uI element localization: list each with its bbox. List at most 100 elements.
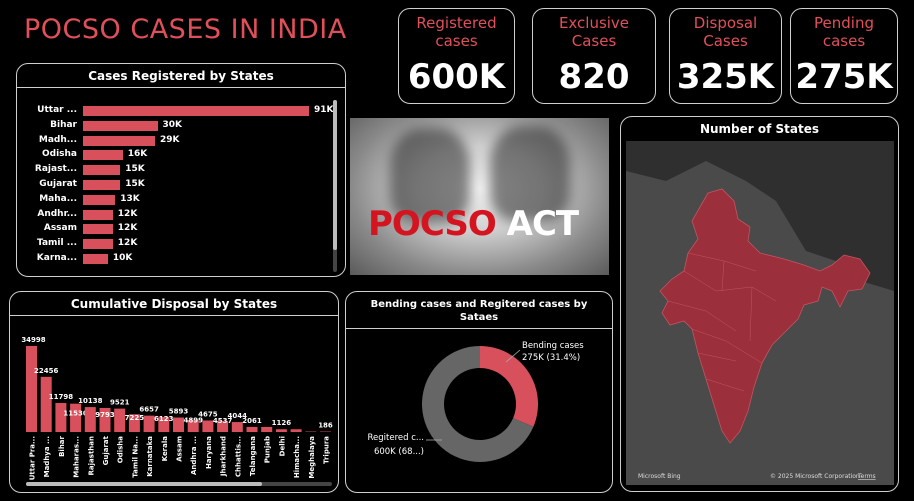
- disposal-bar-label: 186: [318, 422, 333, 430]
- disposal-bar[interactable]: [114, 408, 126, 432]
- state-bar[interactable]: [83, 239, 113, 250]
- state-bar[interactable]: [83, 165, 121, 176]
- state-bar[interactable]: [83, 106, 309, 116]
- state-bar[interactable]: [83, 254, 108, 264]
- state-name: Rajast...: [34, 164, 77, 175]
- states-scrollbar-thumb[interactable]: [333, 100, 337, 250]
- state-bar[interactable]: [83, 180, 121, 190]
- registered-slice[interactable]: [422, 346, 534, 462]
- disposal-scrollbar-thumb[interactable]: [26, 482, 262, 486]
- state-bar-row[interactable]: Gujarat 15K: [17, 179, 337, 190]
- disposal-bar[interactable]: [55, 403, 67, 432]
- state-bar-value: 15K: [125, 179, 145, 189]
- disposal-bar-chart[interactable]: 34998 Uttar Pra... 22456 Madhya ... 11798 Bih…: [14, 316, 336, 486]
- disposal-bar[interactable]: [26, 346, 37, 432]
- disposal-category-label: Rajasthan: [87, 436, 95, 475]
- dashboard-title: POCSO CASES IN INDIA: [24, 14, 347, 45]
- disposal-bar[interactable]: [128, 414, 140, 432]
- state-bar-value: 16K: [127, 149, 148, 160]
- disposal-bar[interactable]: [231, 422, 243, 432]
- disposal-category-label: Delhi: [278, 436, 286, 456]
- disposal-bar[interactable]: [246, 426, 258, 432]
- disposal-bar-label: 11798: [49, 393, 73, 401]
- state-name: Madh...: [38, 134, 77, 145]
- disposal-category-label: Gujarat: [102, 435, 110, 465]
- state-bar-row[interactable]: Assam 12K: [17, 223, 337, 235]
- registered-slice-name: Regitered c...: [368, 433, 425, 443]
- panel-title: Bending cases and Regitered cases by Sat…: [346, 292, 612, 329]
- kpi-label: Disposal Cases: [693, 14, 758, 50]
- state-name: Tamil ...: [37, 238, 77, 249]
- state-bar-row[interactable]: Rajast... 15K: [17, 164, 337, 176]
- disposal-bar-label: 34998: [21, 336, 45, 344]
- states-scrollbar[interactable]: [333, 100, 337, 272]
- state-bar-value: 12K: [117, 208, 138, 219]
- disposal-category-label: Tripura: [323, 436, 331, 464]
- state-bar-row[interactable]: Madh... 29K: [17, 134, 337, 146]
- disposal-bar-label: 9521: [110, 399, 130, 407]
- state-bar-row[interactable]: Uttar ... 91K: [17, 105, 337, 116]
- state-bar-row[interactable]: Maha... 13K: [17, 193, 337, 205]
- panel-title: Number of States: [699, 122, 820, 136]
- india-map[interactable]: Microsoft Bing © 2025 Microsoft Corporat…: [626, 141, 894, 485]
- map-panel[interactable]: Number of States Microsoft Bing © 2025 M…: [620, 116, 899, 492]
- state-bar-row[interactable]: Tamil ... 12K: [17, 238, 337, 250]
- disposal-bar[interactable]: [70, 403, 82, 432]
- disposal-bar-label: 4044: [228, 412, 248, 420]
- india-shape[interactable]: [659, 188, 871, 444]
- disposal-bar[interactable]: [290, 429, 302, 432]
- disposal-bar[interactable]: [261, 426, 273, 432]
- state-bar-row[interactable]: Bihar 30K: [17, 120, 337, 131]
- disposal-category-label: Andhra ...: [190, 436, 198, 475]
- disposal-bar-label: 7225: [125, 414, 145, 422]
- disposal-category-label: Uttar Pra...: [29, 436, 37, 480]
- disposal-bar-label: 4537: [213, 417, 233, 425]
- states-bar-list: Uttar ... 91K Bihar 30K Madh... 29K Odisha 16K R…: [17, 105, 337, 276]
- pending-slice-value: 275K (31.4%): [522, 353, 580, 363]
- disposal-category-label: Madhya ...: [43, 436, 51, 477]
- disposal-bar[interactable]: [217, 420, 229, 432]
- disposal-bar[interactable]: [99, 407, 111, 432]
- cumulative-disposal-panel[interactable]: Cumulative Disposal by States 34998 Uttar…: [9, 291, 339, 493]
- donut-chart[interactable]: Bending cases 275K (31.4%) Regitered c... 6…: [346, 332, 614, 492]
- kpi-disposal-cases[interactable]: Disposal Cases 325K: [669, 8, 782, 104]
- state-bar-row[interactable]: Odisha 16K: [17, 149, 337, 161]
- disposal-bar[interactable]: [84, 407, 96, 432]
- states-bar-panel[interactable]: Cases Registered by States Uttar ... 91K B…: [16, 63, 346, 277]
- state-name: Maha...: [39, 193, 77, 204]
- disposal-bar[interactable]: [158, 416, 170, 432]
- state-name: Odisha: [41, 149, 77, 160]
- hand-shadow-right: [490, 126, 570, 221]
- kpi-registered-cases[interactable]: Registered cases 600K: [398, 8, 515, 104]
- disposal-bar-label: 6657: [139, 406, 159, 414]
- act-word: ACT: [506, 204, 579, 244]
- state-bar[interactable]: [83, 150, 123, 161]
- disposal-bar-label: 5893: [169, 408, 189, 416]
- disposal-bar[interactable]: [187, 419, 199, 432]
- disposal-bar[interactable]: [173, 417, 184, 432]
- state-bar-value: 29K: [160, 134, 180, 145]
- disposal-bar[interactable]: [275, 429, 287, 432]
- state-bar-row[interactable]: Andhr... 12K: [17, 208, 337, 220]
- kpi-pending-cases[interactable]: Pending cases 275K: [790, 8, 898, 104]
- disposal-bar[interactable]: [40, 376, 52, 432]
- disposal-category-label: Maharas...: [73, 436, 81, 478]
- pocso-word: POCSO: [368, 204, 497, 244]
- pending-vs-registered-panel[interactable]: Bending cases and Regitered cases by Sat…: [345, 291, 613, 493]
- state-bar[interactable]: [83, 209, 113, 220]
- state-bar[interactable]: [83, 120, 158, 131]
- state-bar[interactable]: [83, 135, 156, 146]
- disposal-scrollbar[interactable]: [26, 482, 332, 486]
- kpi-exclusive-cases[interactable]: Exclusive Cases 820: [532, 8, 656, 104]
- pending-slice[interactable]: [480, 346, 538, 427]
- state-bar[interactable]: [83, 224, 113, 235]
- disposal-category-label: Punjab: [264, 436, 272, 463]
- state-name: Uttar ...: [37, 105, 77, 115]
- terms-link[interactable]: Terms: [857, 473, 876, 480]
- state-bar-row[interactable]: Karna... 10K: [17, 253, 337, 264]
- disposal-bar[interactable]: [202, 420, 214, 432]
- state-bar[interactable]: [83, 194, 116, 205]
- disposal-bar[interactable]: [143, 415, 155, 432]
- disposal-bar-label: 2061: [242, 417, 262, 425]
- panel-title: Cases Registered by States: [17, 64, 345, 88]
